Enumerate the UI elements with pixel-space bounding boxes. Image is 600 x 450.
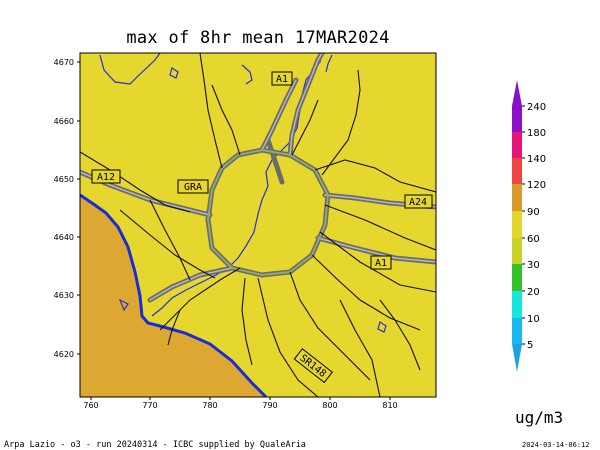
colorbar-label: 10 <box>527 314 540 325</box>
colorbar-segment <box>512 80 522 106</box>
colorbar: 240 180 140 120 90 60 30 20 10 5 <box>512 80 546 372</box>
y-tick-label: 4640 <box>54 233 74 242</box>
secondary-roads <box>80 53 436 397</box>
footer-credit: Arpa Lazio - o3 - run 20240314 - ICBC su… <box>4 440 306 450</box>
x-tick-label: 760 <box>83 401 98 410</box>
colorbar-segment <box>512 211 522 238</box>
colorbar-segment <box>512 238 522 264</box>
map-frame <box>79 52 437 398</box>
colorbar-segment <box>512 291 522 318</box>
road-label-text: A12 <box>97 172 115 183</box>
road-label-gra: GRA <box>177 179 209 194</box>
colorbar-segment <box>512 318 522 344</box>
colorbar-label: 140 <box>527 154 546 165</box>
road-label-text: A24 <box>409 197 427 208</box>
x-tick-label: 790 <box>262 401 277 410</box>
x-tick-label: 810 <box>382 401 397 410</box>
y-tick-label: 4670 <box>54 58 74 67</box>
road-label-text: A1 <box>375 258 387 269</box>
colorbar-units: ug/m3 <box>515 408 564 427</box>
coastline <box>80 193 268 397</box>
colorbar-segment <box>512 184 522 211</box>
colorbar-label: 90 <box>527 207 540 218</box>
colorbar-label: 240 <box>527 102 546 113</box>
road-label-text: GRA <box>184 182 202 193</box>
map-title: max of 8hr mean 17MAR2024 <box>126 28 390 48</box>
y-axis: 4670 4660 4650 4640 4630 4620 <box>54 58 80 359</box>
colorbar-label: 5 <box>527 340 533 351</box>
x-axis: 760 770 780 790 800 810 <box>83 397 398 410</box>
x-tick-label: 800 <box>322 401 337 410</box>
colorbar-label: 180 <box>527 128 546 139</box>
colorbar-segment <box>512 344 522 372</box>
x-tick-label: 770 <box>142 401 157 410</box>
road-label-a12: A12 <box>91 169 121 184</box>
y-tick-label: 4650 <box>54 175 74 184</box>
colorbar-label: 30 <box>527 260 540 271</box>
x-tick-label: 780 <box>202 401 217 410</box>
road-label-a24: A24 <box>404 194 433 209</box>
y-tick-label: 4660 <box>54 117 74 126</box>
colorbar-label: 120 <box>527 180 546 191</box>
road-label-text: A1 <box>276 74 288 85</box>
colorbar-label: 20 <box>527 287 540 298</box>
colorbar-segment <box>512 106 522 132</box>
colorbar-label: 60 <box>527 234 540 245</box>
footer-timestamp: 2024-03-14-06:12 <box>522 441 590 449</box>
colorbar-segment <box>512 264 522 291</box>
road-label-a1-north: A1 <box>271 71 293 86</box>
y-tick-label: 4620 <box>54 350 74 359</box>
colorbar-segment <box>512 132 522 158</box>
colorbar-segment <box>512 158 522 184</box>
road-label-a1-south: A1 <box>370 255 392 270</box>
y-tick-label: 4630 <box>54 291 74 300</box>
